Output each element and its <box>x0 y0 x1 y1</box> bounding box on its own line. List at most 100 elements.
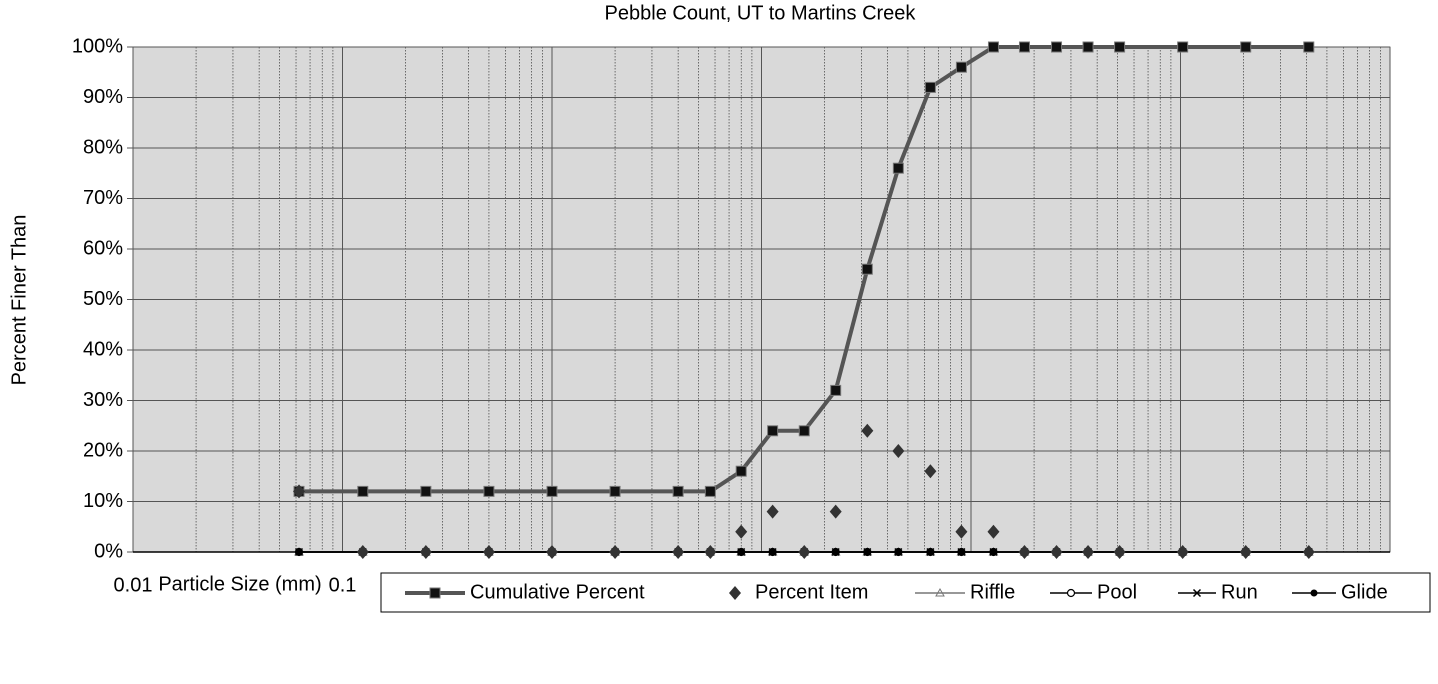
marker <box>1114 41 1126 53</box>
marker <box>546 545 558 559</box>
square <box>420 485 432 497</box>
marker <box>672 545 685 559</box>
marker <box>830 384 842 396</box>
diamond <box>1018 545 1031 559</box>
diamond <box>829 504 842 519</box>
marker <box>924 464 937 479</box>
marker <box>861 423 874 438</box>
diamond <box>729 586 741 600</box>
marker <box>769 548 777 556</box>
diamond <box>798 545 811 559</box>
marker <box>987 41 999 53</box>
marker <box>1240 41 1252 53</box>
marker <box>1177 41 1189 53</box>
marker <box>1113 545 1126 559</box>
diamond <box>356 545 369 559</box>
square <box>1018 41 1030 53</box>
marker <box>482 545 495 559</box>
marker <box>1176 545 1189 559</box>
dot <box>769 548 777 556</box>
dot <box>926 548 934 556</box>
legend-label: Glide <box>1341 581 1388 603</box>
marker <box>483 485 495 497</box>
marker <box>1018 41 1030 53</box>
marker <box>863 548 871 556</box>
marker <box>1018 545 1031 559</box>
marker <box>609 485 621 497</box>
dot <box>295 548 303 556</box>
square <box>861 263 873 275</box>
square <box>672 485 684 497</box>
diamond <box>1082 545 1095 559</box>
legend-label: Riffle <box>970 581 1015 603</box>
diamond <box>987 524 1000 539</box>
marker <box>735 465 747 477</box>
marker <box>357 485 369 497</box>
marker <box>926 548 934 556</box>
x <box>1192 588 1202 598</box>
marker <box>832 548 840 556</box>
diamond <box>955 524 968 539</box>
marker <box>767 425 779 437</box>
y-tick-label: 0% <box>94 540 123 562</box>
square <box>1082 41 1094 53</box>
marker <box>293 484 306 499</box>
y-tick-label: 90% <box>83 86 123 108</box>
marker <box>704 545 717 559</box>
legend <box>380 572 1431 613</box>
marker <box>892 162 904 174</box>
square <box>609 485 621 497</box>
square <box>798 425 810 437</box>
marker <box>1239 545 1252 559</box>
square <box>1240 41 1252 53</box>
marker <box>1051 41 1063 53</box>
marker <box>798 425 810 437</box>
marker <box>1082 545 1095 559</box>
dot <box>1310 589 1318 597</box>
marker <box>1302 545 1315 559</box>
legend-label: Percent Item <box>755 581 868 603</box>
marker <box>546 485 558 497</box>
square <box>1114 41 1126 53</box>
y-tick-label: 20% <box>83 439 123 461</box>
diamond <box>704 545 717 559</box>
square <box>892 162 904 174</box>
diamond <box>924 464 937 479</box>
marker <box>989 548 997 556</box>
diamond <box>861 423 874 438</box>
y-axis-label: Percent Finer Than <box>8 215 30 386</box>
y-tick-label: 80% <box>83 136 123 158</box>
marker <box>420 485 432 497</box>
square <box>1303 41 1315 53</box>
y-tick-label: 60% <box>83 237 123 259</box>
marker <box>1050 545 1063 559</box>
square <box>429 587 441 599</box>
dot <box>737 548 745 556</box>
y-tick-label: 70% <box>83 187 123 209</box>
dot <box>863 548 871 556</box>
square <box>955 61 967 73</box>
diamond <box>1113 545 1126 559</box>
y-tick-label: 40% <box>83 338 123 360</box>
marker <box>1082 41 1094 53</box>
square <box>357 485 369 497</box>
x-tick-label: 0.01 <box>114 574 153 596</box>
marker <box>924 81 936 93</box>
diamond <box>766 504 779 519</box>
y-tick-label: 50% <box>83 288 123 310</box>
dot <box>894 548 902 556</box>
marker <box>419 545 432 559</box>
dot <box>832 548 840 556</box>
square <box>987 41 999 53</box>
marker <box>672 485 684 497</box>
diamond <box>892 444 905 458</box>
diamond <box>672 545 685 559</box>
marker <box>429 587 441 599</box>
marker <box>1310 589 1318 597</box>
diamond <box>546 545 558 559</box>
marker <box>955 61 967 73</box>
circle <box>1066 588 1076 598</box>
chart-title: Pebble Count, UT to Martins Creek <box>605 2 917 24</box>
legend-label: Run <box>1221 581 1258 603</box>
